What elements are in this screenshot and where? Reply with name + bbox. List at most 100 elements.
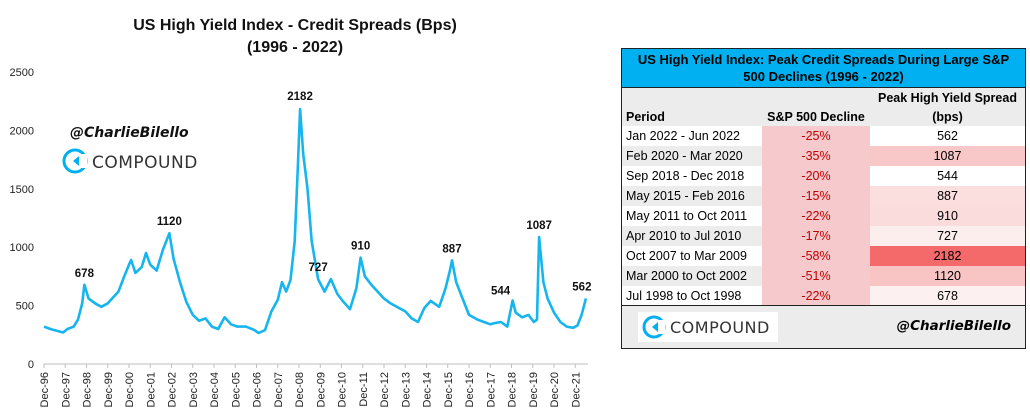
row-decline: -25% — [762, 126, 870, 146]
table-footer: COMPOUND @CharlieBilello — [622, 305, 1025, 348]
row-decline: -58% — [762, 246, 870, 266]
header-period: Period — [622, 107, 762, 126]
compound-logo-icon — [62, 148, 88, 174]
compound-logo: COMPOUND — [62, 148, 198, 174]
row-spread: 544 — [870, 166, 1025, 186]
row-period: Jul 1998 to Oct 1998 — [626, 289, 742, 303]
footer-logo: COMPOUND — [638, 312, 778, 342]
table-row: May 2015 - Feb 2016 -15% 887 — [622, 186, 1025, 206]
x-tick-label: Dec-16 — [464, 372, 476, 407]
y-tick-label: 1500 — [10, 184, 34, 196]
chart-subtitle: (1996 - 2022) — [247, 39, 343, 56]
x-tick-label: Dec-11 — [358, 372, 370, 407]
row-spread: 887 — [870, 186, 1025, 206]
x-tick-label: Dec-96 — [39, 372, 51, 407]
row-decline: -51% — [762, 266, 870, 286]
row-period: Feb 2020 - Mar 2020 — [622, 146, 762, 166]
x-tick-label: Dec-01 — [145, 372, 157, 407]
row-spread: 727 — [870, 226, 1025, 246]
footer-handle: @CharlieBilello — [896, 318, 1011, 334]
x-tick-label: Dec-21 — [570, 372, 582, 407]
x-tick-label: Dec-13 — [400, 372, 412, 407]
row-period: May 2011 to Oct 2011 — [626, 209, 748, 223]
footer-logo-icon — [642, 315, 666, 339]
peak-label: 544 — [491, 285, 511, 297]
chart-title: US High Yield Index - Credit Spreads (Bp… — [133, 17, 457, 34]
x-tick-label: Dec-12 — [379, 372, 391, 407]
table-row: Feb 2020 - Mar 2020 -35% 1087 — [622, 146, 1025, 166]
y-tick-label: 2500 — [10, 67, 34, 79]
peak-spreads-table: Peak High Yield Spread Period S&P 500 De… — [622, 88, 1025, 306]
table-row: Mar 2000 to Oct 2002 -51% 1120 — [622, 266, 1025, 286]
x-tick-label: Dec-19 — [528, 372, 540, 407]
row-decline: -15% — [762, 186, 870, 206]
peak-label: 1120 — [157, 216, 182, 228]
row-spread: 910 — [870, 206, 1025, 226]
header-spread: Peak High Yield Spread — [870, 88, 1025, 107]
x-tick-label: Dec-17 — [485, 372, 497, 407]
peak-spreads-table-panel: US High Yield Index: Peak Credit Spreads… — [621, 48, 1026, 349]
x-tick-label: Dec-02 — [167, 372, 179, 407]
peak-label: 1087 — [526, 220, 552, 232]
peak-label: 678 — [75, 268, 95, 280]
spread-series-line — [43, 107, 588, 335]
x-tick-label: Dec-07 — [273, 372, 285, 407]
row-decline: -35% — [762, 146, 870, 166]
peak-label: 910 — [351, 241, 370, 253]
x-tick-label: Dec-08 — [294, 372, 306, 407]
y-axis: 0 500 1000 1500 2000 2500 — [10, 67, 34, 371]
row-period: Oct 2007 to Mar 2009 — [626, 249, 747, 263]
row-decline: -20% — [762, 166, 870, 186]
credit-spread-chart: US High Yield Index - Credit Spreads (Bp… — [10, 17, 592, 407]
x-tick-label: Dec-18 — [507, 372, 519, 407]
row-decline: -17% — [762, 226, 870, 246]
table-row: May 2011 to Oct 2011 -22% 910 — [622, 206, 1025, 226]
table-row: Oct 2007 to Mar 2009 -58% 2182 — [622, 246, 1025, 266]
row-spread: 2182 — [870, 246, 1025, 266]
x-tick-label: Dec-09 — [315, 372, 327, 407]
y-tick-label: 1000 — [10, 242, 34, 254]
row-decline: -22% — [762, 286, 870, 306]
footer-logo-graphic: COMPOUND — [642, 315, 770, 339]
x-tick-label: Dec-05 — [230, 372, 242, 407]
row-spread: 562 — [870, 126, 1025, 146]
row-spread: 678 — [870, 286, 1025, 306]
x-tick-label: Dec-06 — [252, 372, 264, 407]
peak-label: 727 — [309, 262, 328, 274]
table-header-bottom: Period S&P 500 Decline (bps) — [622, 107, 1025, 126]
y-tick-label: 0 — [28, 359, 34, 371]
x-tick-label: Dec-97 — [60, 372, 72, 407]
row-decline: -22% — [762, 206, 870, 226]
peak-labels: 678 1120 2182 727 910 887 544 1087 562 — [75, 91, 592, 297]
row-period: Sep 2018 - Dec 2018 — [626, 169, 745, 183]
row-period: Jan 2022 - Jun 2022 — [626, 129, 740, 143]
table-title: US High Yield Index: Peak Credit Spreads… — [622, 49, 1025, 88]
table-row: Apr 2010 to Jul 2010 -17% 727 — [622, 226, 1025, 246]
x-axis: Dec-96 Dec-97 Dec-98 Dec-99 Dec-00 Dec-01 Dec-… — [39, 363, 588, 407]
table-row: Sep 2018 - Dec 2018 -20% 544 — [622, 166, 1025, 186]
peak-label: 2182 — [287, 91, 313, 103]
row-period: May 2015 - Feb 2016 — [622, 186, 762, 206]
header-spread-unit: (bps) — [870, 107, 1025, 126]
x-tick-label: Dec-20 — [549, 372, 561, 407]
plot-area — [43, 107, 588, 335]
table-row: Jul 1998 to Oct 1998 -22% 678 — [622, 286, 1025, 306]
table-row: Jan 2022 - Jun 2022 -25% 562 — [622, 126, 1025, 146]
x-tick-label: Dec-04 — [209, 372, 221, 407]
y-tick-label: 500 — [16, 301, 34, 313]
peak-label: 887 — [442, 243, 461, 255]
x-tick-label: Dec-14 — [422, 372, 434, 407]
row-period: Mar 2000 to Oct 2002 — [622, 266, 762, 286]
compound-logo-text: COMPOUND — [92, 153, 198, 173]
x-tick-label: Dec-15 — [443, 372, 455, 407]
row-spread: 1087 — [870, 146, 1025, 166]
row-spread: 1120 — [870, 266, 1025, 286]
footer-logo-text: COMPOUND — [670, 318, 770, 337]
table-header-top: Peak High Yield Spread — [622, 88, 1025, 107]
peak-label: 562 — [572, 281, 591, 293]
y-tick-label: 2000 — [10, 125, 34, 137]
table-body: Jan 2022 - Jun 2022 -25% 562 Feb 2020 - Mar… — [622, 126, 1025, 306]
x-tick-label: Dec-99 — [103, 372, 115, 407]
author-handle: @CharlieBilello — [70, 125, 189, 141]
x-tick-label: Dec-98 — [82, 372, 94, 407]
